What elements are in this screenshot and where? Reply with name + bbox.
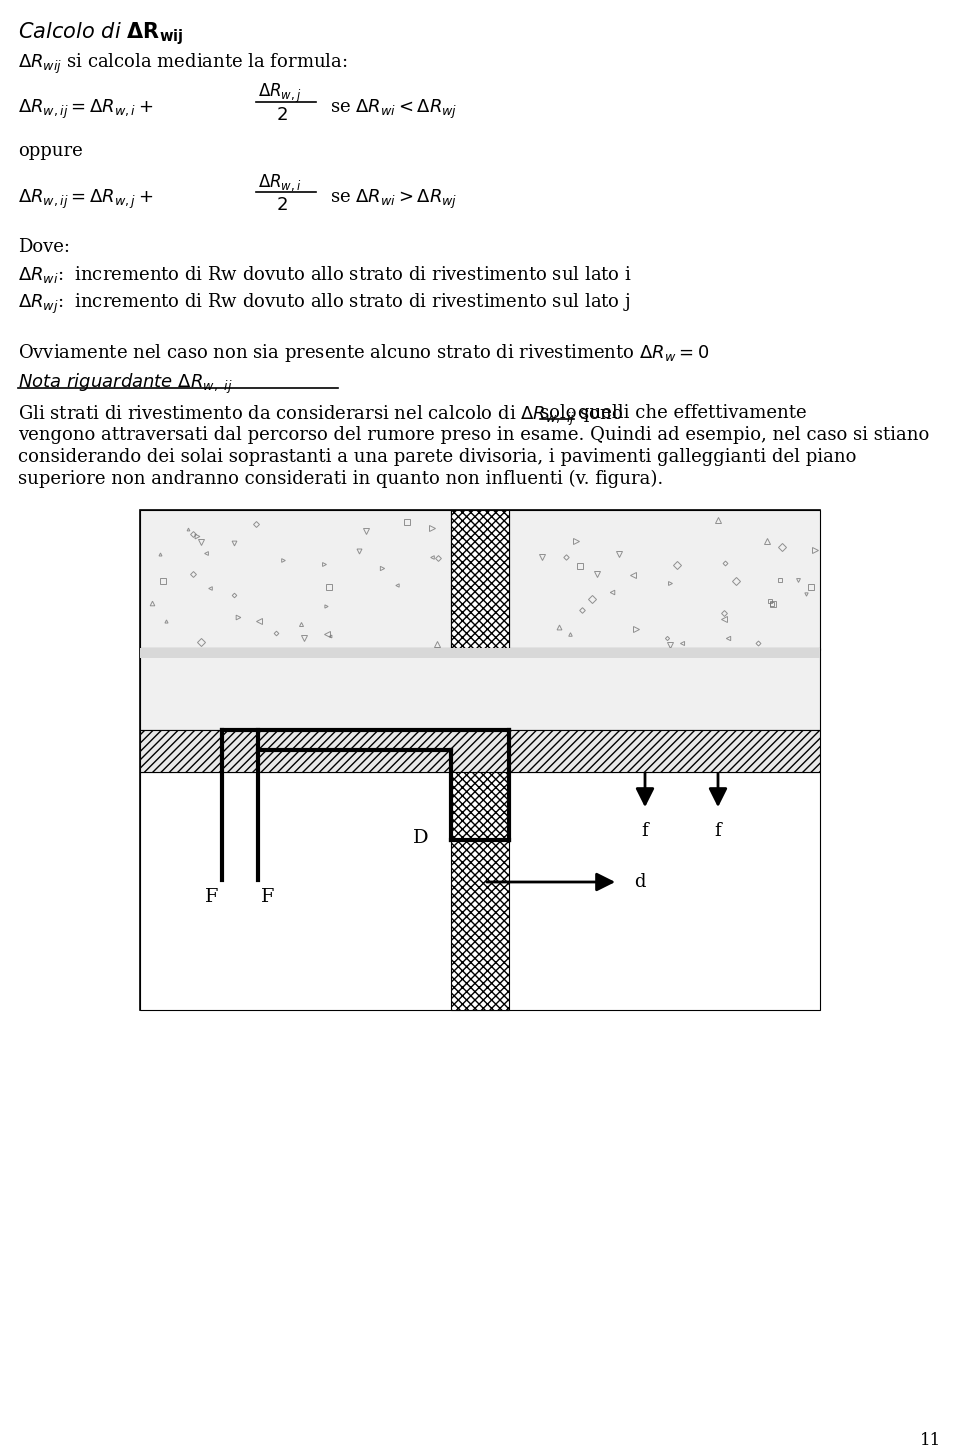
Text: vengono attraversati dal percorso del rumore preso in esame. Quindi ad esempio, : vengono attraversati dal percorso del ru… xyxy=(18,427,929,444)
Bar xyxy=(140,509,820,1010)
Text: $\Delta R_{w,i}$: $\Delta R_{w,i}$ xyxy=(258,173,301,193)
Bar xyxy=(140,509,451,650)
Bar xyxy=(140,649,820,730)
Text: Gli strati di rivestimento da considerarsi nel calcolo di $\Delta R_{w,\ ij}$ so: Gli strati di rivestimento da considerar… xyxy=(18,403,624,428)
Text: $\Delta R_{wij}$ si calcola mediante la formula:: $\Delta R_{wij}$ si calcola mediante la … xyxy=(18,52,348,77)
Text: F: F xyxy=(205,888,219,905)
Text: superiore non andranno considerati in quanto non influenti (v. figura).: superiore non andranno considerati in qu… xyxy=(18,470,663,488)
Text: $\mathbf{\mathit{Calcolo\ di\ }}\mathbf{\Delta R_{wij}}$: $\mathbf{\mathit{Calcolo\ di\ }}\mathbf{… xyxy=(18,20,183,46)
Text: $2$: $2$ xyxy=(276,106,288,123)
Text: $\Delta R_{wi}$:  incremento di Rw dovuto allo strato di rivestimento sul lato i: $\Delta R_{wi}$: incremento di Rw dovuto… xyxy=(18,264,632,284)
Text: Ovviamente nel caso non sia presente alcuno strato di rivestimento $\Delta R_w =: Ovviamente nel caso non sia presente alc… xyxy=(18,342,709,364)
Text: $\Delta R_{w,ij} = \Delta R_{w,i} +$: $\Delta R_{w,ij} = \Delta R_{w,i} +$ xyxy=(18,99,154,122)
Text: se $\Delta R_{wi} > \Delta R_{wj}$: se $\Delta R_{wi} > \Delta R_{wj}$ xyxy=(330,189,458,212)
Text: 11: 11 xyxy=(920,1432,941,1450)
Text: oppure: oppure xyxy=(18,142,83,160)
Text: se $\Delta R_{wi} < \Delta R_{wj}$: se $\Delta R_{wi} < \Delta R_{wj}$ xyxy=(330,99,458,122)
Text: $\Delta R_{w,ij} = \Delta R_{w,j} +$: $\Delta R_{w,ij} = \Delta R_{w,j} +$ xyxy=(18,189,154,212)
Bar xyxy=(451,509,509,730)
Text: $\Delta R_{w,j}$: $\Delta R_{w,j}$ xyxy=(258,83,301,106)
Bar xyxy=(140,649,820,657)
Bar xyxy=(140,730,820,772)
Text: F: F xyxy=(261,888,275,905)
Bar xyxy=(140,772,820,1010)
Bar xyxy=(509,509,820,650)
Text: $\Delta R_{wj}$:  incremento di Rw dovuto allo strato di rivestimento sul lato j: $\Delta R_{wj}$: incremento di Rw dovuto… xyxy=(18,292,631,316)
Text: d: d xyxy=(634,874,645,891)
Text: $2$: $2$ xyxy=(276,196,288,213)
Text: Dove:: Dove: xyxy=(18,238,70,255)
Text: considerando dei solai soprastanti a una parete divisoria, i pavimenti galleggia: considerando dei solai soprastanti a una… xyxy=(18,448,856,466)
Text: quelli che effettivamente: quelli che effettivamente xyxy=(578,403,806,422)
Bar xyxy=(451,730,509,1010)
Text: f: f xyxy=(641,823,648,840)
Text: f: f xyxy=(714,823,721,840)
Text: D: D xyxy=(414,829,429,847)
Text: $\mathit{Nota\ riguardante\ \Delta R_{w,\ ij}}$: $\mathit{Nota\ riguardante\ \Delta R_{w,… xyxy=(18,371,232,396)
Text: solo: solo xyxy=(540,403,577,422)
